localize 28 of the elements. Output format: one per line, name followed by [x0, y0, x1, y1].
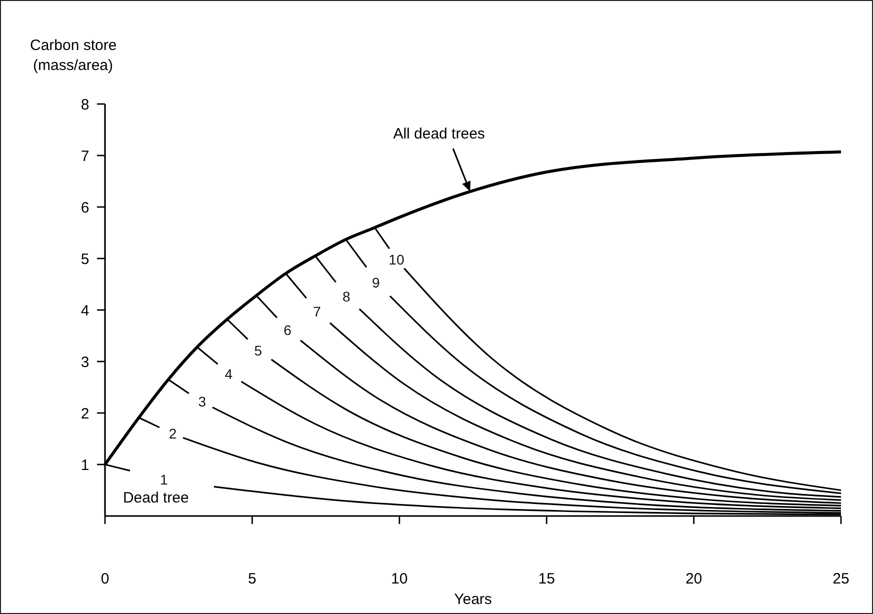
series-label: 8	[342, 288, 351, 305]
series-label: 6	[284, 322, 292, 338]
y-tick-label: 3	[80, 354, 90, 371]
text: 1	[160, 472, 168, 488]
series-label: 3	[198, 393, 206, 410]
x-tick-label: 10	[391, 570, 408, 588]
y-tick-label: 1	[80, 456, 90, 474]
series-label: 7	[313, 304, 322, 320]
y-tick-label: 5	[80, 250, 90, 268]
x-axis-title: Years	[454, 591, 492, 608]
text: All dead trees	[393, 126, 485, 143]
series-label: 9	[372, 274, 380, 291]
x-tick-label: 25	[832, 570, 850, 588]
series-label: 10	[388, 252, 404, 268]
y-axis-title: Carbon store (mass/area)	[30, 37, 117, 74]
x-tick-label: 5	[248, 570, 256, 588]
x-tick-label: 15	[538, 570, 555, 588]
x-tick-label: 0	[100, 570, 110, 588]
y-tick-label: 7	[80, 148, 90, 165]
y-tick-label: 2	[80, 405, 90, 422]
series-label: 2	[168, 426, 177, 442]
x-tick-label: 20	[685, 570, 702, 588]
y-tick-label: 8	[80, 96, 90, 114]
annotation: Dead tree	[122, 490, 189, 507]
series-label: 4	[224, 366, 233, 382]
y-tick-label: 6	[80, 199, 90, 216]
y-tick-label: 4	[80, 302, 90, 320]
series-label: 5	[254, 342, 262, 358]
